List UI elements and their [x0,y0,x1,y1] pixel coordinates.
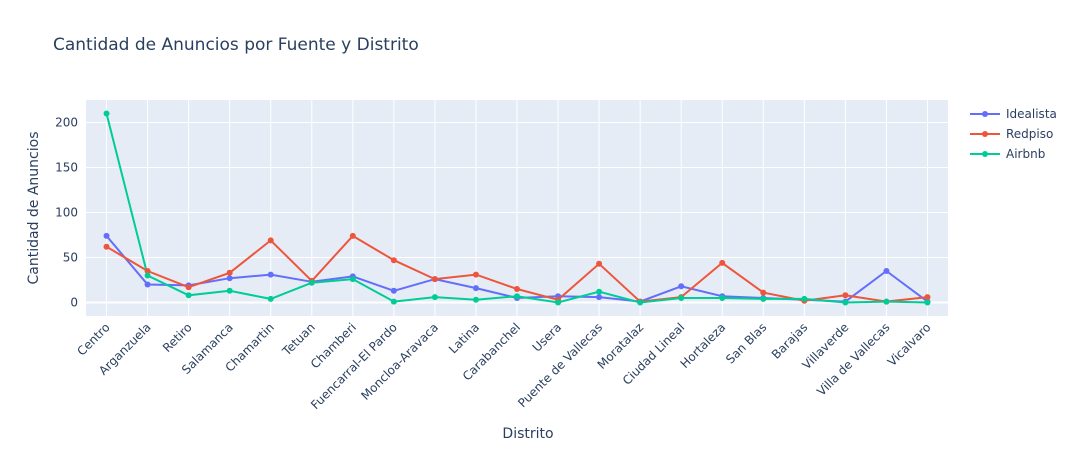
data-point-airbnb[interactable] [678,295,685,301]
data-point-airbnb[interactable] [883,298,890,305]
x-tick-label: Vicalvaro [885,320,934,369]
x-tick-label: San Blas [723,320,769,366]
y-tick-label: 50 [63,251,78,265]
data-point-airbnb[interactable] [349,276,356,283]
x-tick-label: Villa de Vallecas [814,320,892,398]
data-point-redpiso[interactable] [267,237,274,244]
data-point-idealista[interactable] [103,232,110,239]
x-tick-label: Latina [446,320,482,356]
chart-title: Cantidad de Anuncios por Fuente y Distri… [53,35,419,55]
legend-item-airbnb[interactable]: Airbnb [1006,147,1045,161]
data-point-redpiso[interactable] [103,243,110,250]
y-tick-label: 0 [70,296,78,310]
x-tick-label: Barajas [769,320,811,362]
data-point-idealista[interactable] [267,271,274,278]
data-point-airbnb[interactable] [842,299,849,306]
x-tick-label: Centro [74,320,112,358]
data-point-airbnb[interactable] [308,279,315,286]
data-point-airbnb[interactable] [390,298,397,305]
data-point-idealista[interactable] [678,283,685,290]
x-tick-label: Hortaleza [678,320,729,371]
data-point-airbnb[interactable] [514,293,520,300]
x-tick-label: Usera [530,320,564,354]
data-point-airbnb[interactable] [185,292,192,299]
series-points [103,110,931,306]
x-tick-label: Moncloa-Aravaca [358,320,441,403]
data-point-redpiso[interactable] [514,286,520,292]
legend[interactable]: Idealista Redpiso Airbnb [970,107,1057,161]
data-point-redpiso[interactable] [760,289,767,296]
data-point-redpiso[interactable] [390,257,397,264]
data-point-idealista[interactable] [883,268,890,274]
data-point-idealista[interactable] [390,287,397,294]
data-point-idealista[interactable] [472,285,479,292]
y-tick-labels: 0 50 100 150 200 [55,116,78,310]
legend-swatch-marker [982,131,988,137]
x-axis-title: Distrito [502,426,553,442]
legend-swatch-marker [982,111,988,117]
legend-item-redpiso[interactable]: Redpiso [1006,127,1053,141]
data-point-idealista[interactable] [144,281,151,288]
y-tick-label: 200 [55,116,78,130]
x-tick-label: Retiro [160,320,195,355]
data-point-airbnb[interactable] [637,299,644,306]
data-point-airbnb[interactable] [801,295,808,302]
data-point-airbnb[interactable] [103,110,110,117]
data-point-idealista[interactable] [226,275,233,282]
data-point-redpiso[interactable] [226,269,233,276]
legend-item-idealista[interactable]: Idealista [1006,107,1057,121]
data-point-airbnb[interactable] [760,295,767,302]
data-point-redpiso[interactable] [472,271,479,278]
data-point-airbnb[interactable] [924,299,931,306]
data-point-airbnb[interactable] [431,294,438,301]
data-point-redpiso[interactable] [719,259,726,266]
data-point-redpiso[interactable] [596,260,603,267]
data-point-idealista[interactable] [596,294,603,301]
legend-swatch-marker [982,151,988,157]
y-tick-label: 150 [55,161,78,175]
data-point-airbnb[interactable] [472,296,479,303]
x-tick-label: Tetuan [279,320,318,359]
y-axis-title: Cantidad de Anuncios [26,131,42,284]
y-tick-label: 100 [55,206,78,220]
data-point-airbnb[interactable] [267,295,274,302]
data-point-airbnb[interactable] [226,287,233,294]
data-point-redpiso[interactable] [842,292,849,299]
data-point-redpiso[interactable] [349,232,356,239]
data-point-redpiso[interactable] [144,268,151,274]
data-point-redpiso[interactable] [431,276,438,283]
data-point-airbnb[interactable] [596,288,603,295]
data-point-redpiso[interactable] [924,294,931,301]
data-point-airbnb[interactable] [555,299,562,306]
data-point-airbnb[interactable] [719,295,726,301]
data-point-redpiso[interactable] [185,284,192,291]
data-point-airbnb[interactable] [144,272,151,279]
